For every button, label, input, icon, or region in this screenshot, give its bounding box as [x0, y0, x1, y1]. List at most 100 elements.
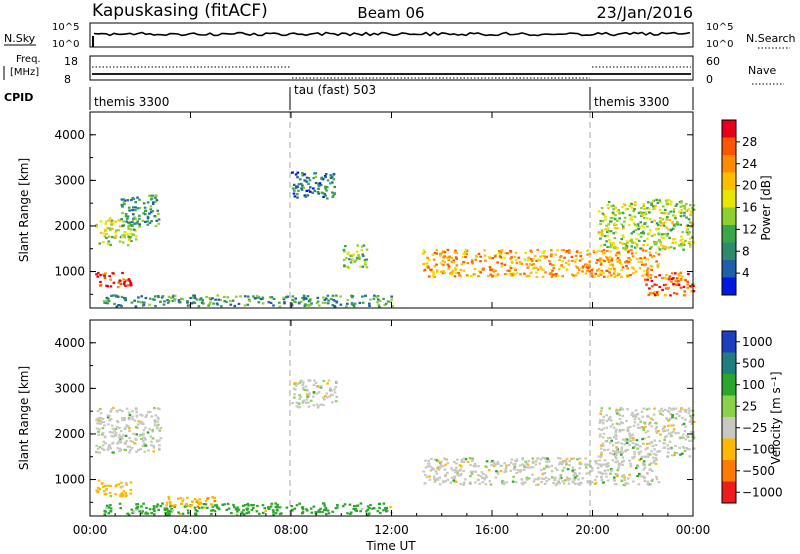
echo-cell	[232, 503, 235, 506]
echo-cell	[688, 244, 692, 247]
echo-cell	[632, 222, 636, 225]
echo-cell	[544, 476, 548, 479]
echo-cell	[121, 241, 125, 244]
echo-cell	[677, 280, 680, 283]
echo-cell	[626, 207, 629, 211]
echo-cell	[646, 273, 649, 276]
echo-cell	[616, 411, 620, 414]
echo-cell	[509, 273, 513, 277]
echo-cell	[333, 192, 336, 196]
echo-cell	[291, 187, 295, 190]
echo-cell	[111, 236, 114, 239]
echo-cell	[571, 259, 574, 262]
echo-cell	[165, 504, 168, 507]
echo-cell	[519, 273, 522, 276]
echo-cell	[680, 201, 683, 204]
echo-cell	[601, 472, 605, 475]
echo-cell	[157, 508, 160, 511]
echo-cell	[590, 269, 593, 272]
echo-cell	[173, 294, 177, 297]
echo-cell	[114, 234, 118, 237]
echo-cell	[600, 250, 604, 253]
echo-cell	[664, 293, 667, 297]
echo-cell	[605, 414, 608, 417]
echo-cell	[667, 277, 671, 280]
echo-cell	[606, 256, 609, 260]
echo-cell	[470, 472, 474, 475]
echo-cell	[621, 422, 624, 425]
echo-cell	[348, 503, 352, 506]
echo-cell	[634, 252, 638, 255]
echo-cell	[111, 431, 114, 434]
echo-cell	[598, 260, 602, 263]
echo-cell	[132, 432, 135, 435]
echo-cell	[613, 476, 616, 479]
echo-cell	[614, 254, 618, 257]
echo-cell	[662, 236, 665, 239]
echo-cell	[296, 171, 300, 174]
echo-cell	[623, 216, 627, 219]
echo-cell	[595, 261, 598, 264]
echo-cell	[131, 209, 134, 212]
echo-cell	[152, 444, 156, 448]
echo-cell	[130, 508, 134, 511]
echo-cell	[609, 425, 613, 428]
echo-cell	[691, 207, 694, 210]
echo-cell	[651, 200, 655, 203]
velocity-colorbar-tick-label: 500	[742, 356, 765, 370]
echo-cell	[118, 447, 122, 450]
echo-cell	[241, 504, 245, 507]
echo-cell	[622, 227, 625, 230]
echo-cell	[647, 435, 650, 438]
echo-cell	[423, 482, 427, 485]
echo-cell	[293, 507, 297, 510]
echo-cell	[459, 268, 463, 272]
echo-cell	[360, 507, 364, 510]
echo-cell	[314, 511, 317, 514]
echo-cell	[682, 248, 685, 251]
echo-cell	[651, 418, 654, 421]
echo-cell	[643, 213, 646, 216]
echo-cell	[122, 220, 125, 223]
freq-label-2: [MHz]	[10, 67, 39, 78]
echo-cell	[109, 278, 112, 281]
echo-cell	[611, 263, 614, 266]
echo-cell	[660, 233, 664, 236]
echo-cell	[681, 423, 684, 426]
echo-cell	[316, 300, 320, 303]
echo-cell	[134, 217, 137, 220]
echo-cell	[167, 495, 171, 498]
echo-cell	[681, 433, 685, 436]
echo-cell	[650, 462, 653, 465]
echo-cell	[211, 505, 215, 508]
echo-cell	[524, 481, 527, 484]
echo-cell	[132, 217, 135, 220]
echo-cell	[454, 480, 458, 483]
echo-cell	[269, 505, 273, 508]
echo-cell	[121, 494, 124, 498]
echo-cell	[612, 232, 615, 235]
echo-cell	[687, 208, 691, 211]
echo-cell	[146, 220, 149, 223]
echo-cell	[622, 428, 625, 432]
echo-cell	[162, 303, 166, 306]
echo-cell	[171, 299, 175, 303]
echo-cell	[96, 486, 100, 489]
echo-cell	[305, 189, 309, 192]
echo-cell	[95, 427, 99, 430]
echo-cell	[607, 239, 611, 242]
echo-cell	[637, 211, 641, 214]
echo-cell	[586, 480, 590, 483]
echo-cell	[527, 477, 531, 480]
echo-cell	[630, 215, 634, 218]
echo-cell	[182, 498, 185, 501]
echo-cell	[102, 241, 105, 244]
echo-cell	[649, 254, 652, 257]
echo-cell	[270, 296, 274, 299]
echo-cell	[586, 481, 589, 484]
echo-cell	[298, 397, 301, 400]
echo-cell	[294, 384, 298, 387]
echo-cell	[671, 221, 674, 224]
echo-cell	[653, 219, 656, 222]
echo-cell	[291, 171, 294, 174]
